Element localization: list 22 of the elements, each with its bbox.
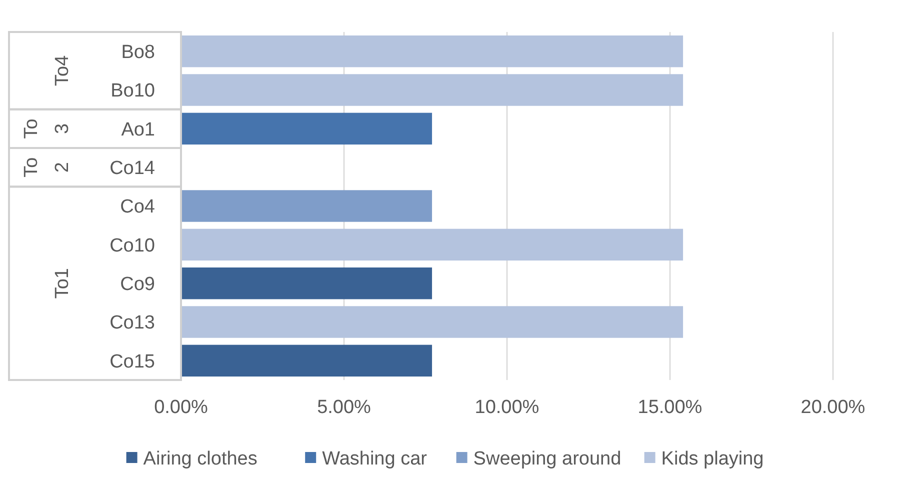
legend-label: Kids playing xyxy=(661,448,764,470)
x-tick-label: 0.00% xyxy=(154,397,208,418)
x-tick-label: 15.00% xyxy=(638,397,702,418)
text: To1 xyxy=(52,268,73,299)
y-tick-label: Co4 xyxy=(120,196,156,218)
x-tick-label: 5.00% xyxy=(317,397,372,418)
legend-label: Sweeping around xyxy=(473,448,622,470)
y-tick-label: Ao1 xyxy=(121,119,155,140)
x-tick-label: 10.00% xyxy=(474,397,540,418)
y-tick-label: Bo8 xyxy=(121,42,155,63)
x-tick-label: 20.00% xyxy=(800,397,866,418)
text: To4 xyxy=(52,54,73,86)
y-tick-label: Co9 xyxy=(120,274,155,295)
y-tick-label: Bo10 xyxy=(110,80,155,102)
y-tick-label: Co13 xyxy=(110,312,155,334)
y-tick-label: Co10 xyxy=(110,235,155,256)
text: To 3 xyxy=(21,118,73,139)
y-tick-label: Co14 xyxy=(110,158,156,179)
legend-label: Airing clothes xyxy=(143,448,258,470)
text: To 2 xyxy=(21,157,73,178)
y-tick-label: Co15 xyxy=(110,351,155,372)
legend-label: Washing car xyxy=(322,448,428,470)
